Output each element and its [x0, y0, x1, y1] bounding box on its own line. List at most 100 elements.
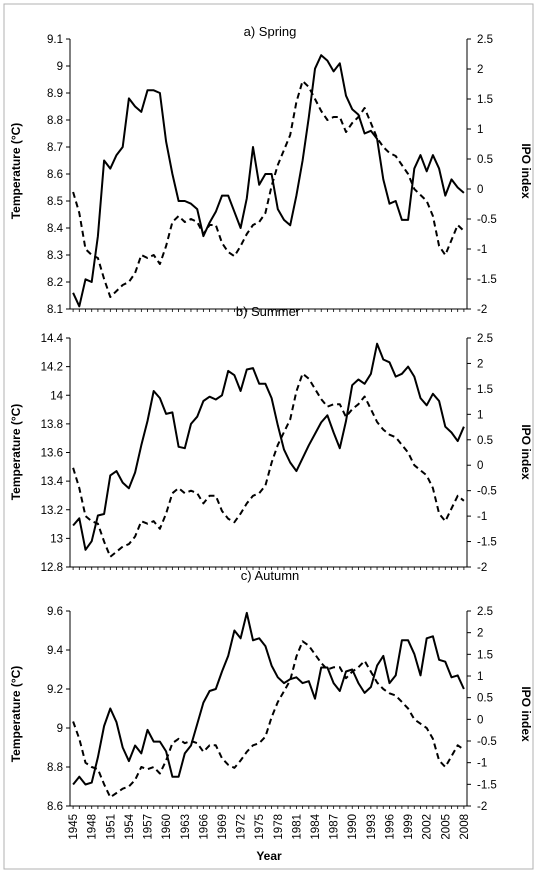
y2-tick-label: -2: [477, 562, 487, 574]
y2-tick-label: 0: [477, 184, 483, 196]
panel-title: c) Autumn: [241, 568, 300, 583]
plot-area: 12.8 13 13.2 13.4 13.6 13.8 14 14.2 14.4 -2 -1.5 -1…: [41, 333, 497, 574]
y2-tick-label: 0: [477, 714, 483, 726]
temperature-line: [72, 611, 465, 786]
x-tick-label: 1969: [217, 814, 229, 840]
x-tick-label: 1948: [87, 814, 99, 840]
y2-tick-label: 0.5: [477, 154, 493, 166]
x-tick-label: 1981: [291, 814, 303, 840]
y-tick-label: 8.8: [47, 115, 63, 127]
y2-tick-label: -1.5: [477, 274, 497, 286]
plot-area: 8.6 8.8 9 9.2 9.4 9.6 -2 -1.5 -1 -0.5 0 0.5 1 1.5 2 2.5…: [47, 606, 497, 840]
x-tick-label: 1999: [403, 814, 415, 840]
y2-tick-label: 1: [477, 124, 483, 136]
y-tick-label: 9: [57, 723, 63, 735]
y2-tick-label: 2.5: [477, 606, 493, 618]
y-tick-label: 8.5: [47, 196, 63, 208]
y2-tick-label: 1: [477, 671, 483, 683]
y2-tick-label: 2: [477, 628, 483, 640]
x-tick-label: 1963: [180, 814, 192, 840]
y2-tick-label: -0.5: [477, 486, 497, 498]
y-tick-label: 13.6: [41, 448, 63, 460]
y-axis-label: Temperature (°C): [9, 404, 23, 501]
y-tick-label: 9.4: [47, 645, 64, 657]
y2-tick-label: 1: [477, 409, 483, 421]
temperature-line: [72, 54, 465, 308]
x-tick-label: 1990: [347, 814, 359, 840]
y2-tick-label: 2: [477, 358, 483, 370]
temperature-line: [72, 342, 465, 551]
y-tick-label: 8.1: [47, 304, 63, 316]
panel-spring: a) Spring Temperature (°C) IPO index 8.1…: [9, 24, 533, 316]
y2-tick-label: 1.5: [477, 649, 493, 661]
y-tick-label: 9.1: [47, 34, 63, 46]
x-tick-label: 2002: [422, 814, 434, 840]
plot-area: 8.1 8.2 8.3 8.4 8.5 8.6 8.7 8.8 8.9 9 9.1 -2 -1.5 -1 -…: [47, 34, 497, 316]
x-tick-label: 1957: [143, 814, 155, 840]
y2-tick-label: 2.5: [477, 34, 493, 46]
y-axis-label: Temperature (°C): [9, 123, 23, 220]
y2-tick-label: -1.5: [477, 537, 497, 549]
y-tick-label: 13.2: [41, 505, 63, 517]
x-tick-label: 1993: [366, 814, 378, 840]
y-tick-label: 13: [50, 533, 63, 545]
ipo-index-line: [72, 372, 465, 558]
figure-border: [3, 3, 534, 870]
x-tick-label: 1960: [161, 814, 173, 840]
x-tick-label: 2008: [459, 814, 471, 840]
y-tick-label: 14: [50, 390, 63, 402]
y-tick-label: 8.3: [47, 250, 63, 262]
panel-autumn: c) Autumn Temperature (°C) IPO index 8.6…: [9, 568, 533, 863]
x-axis-label: Year: [256, 849, 282, 863]
y2-tick-label: 0: [477, 460, 483, 472]
y2-tick-label: -2: [477, 801, 487, 813]
y-tick-label: 13.8: [41, 419, 63, 431]
y2-tick-label: 1.5: [477, 384, 493, 396]
x-tick-label: 1975: [254, 814, 266, 840]
panel-title: a) Spring: [244, 24, 297, 39]
y2-tick-label: -2: [477, 304, 487, 316]
y-tick-label: 9.2: [47, 684, 63, 696]
y-tick-label: 14.4: [41, 333, 64, 345]
x-tick-label: 1996: [384, 814, 396, 840]
y2-axis-label: IPO index: [519, 143, 533, 199]
y2-tick-label: -1: [477, 758, 487, 770]
y2-tick-label: -0.5: [477, 736, 497, 748]
y2-tick-label: 2.5: [477, 333, 493, 345]
panel-title: b) Summer: [236, 304, 301, 319]
ipo-index-line: [72, 640, 465, 799]
y2-tick-label: 1.5: [477, 94, 493, 106]
y2-tick-label: 0.5: [477, 435, 493, 447]
x-tick-label: 1966: [198, 814, 210, 840]
y2-axis-label: IPO index: [519, 686, 533, 742]
y-tick-label: 13.4: [41, 476, 64, 488]
y-tick-label: 12.8: [41, 562, 63, 574]
x-tick-label: 1984: [310, 813, 322, 839]
y-tick-label: 9: [57, 61, 63, 73]
y-tick-label: 9.6: [47, 606, 63, 618]
x-tick-label: 1987: [329, 814, 341, 840]
y-tick-label: 8.9: [47, 88, 63, 100]
x-tick-label: 1978: [273, 814, 285, 840]
y-tick-label: 14.2: [41, 362, 63, 374]
x-tick-label: 1951: [105, 814, 117, 840]
y2-tick-label: 2: [477, 64, 483, 76]
y2-tick-label: 0.5: [477, 693, 493, 705]
x-tick-label: 2005: [440, 814, 452, 840]
y-tick-label: 8.4: [47, 223, 64, 235]
y-tick-label: 8.7: [47, 142, 63, 154]
y2-tick-label: -1.5: [477, 779, 497, 791]
y2-axis-label: IPO index: [519, 424, 533, 480]
y-tick-label: 8.6: [47, 169, 63, 181]
y-tick-label: 8.2: [47, 277, 63, 289]
ipo-index-line: [72, 80, 465, 298]
y-tick-label: 8.6: [47, 801, 63, 813]
y2-tick-label: -0.5: [477, 214, 497, 226]
y-tick-label: 8.8: [47, 762, 63, 774]
y-axis-label: Temperature (°C): [9, 666, 23, 763]
x-tick-label: 1954: [124, 813, 136, 839]
x-tick-label: 1972: [236, 814, 248, 840]
panel-summer: b) Summer Temperature (°C) IPO index 12.…: [9, 304, 533, 574]
x-tick-label: 1945: [68, 814, 80, 840]
